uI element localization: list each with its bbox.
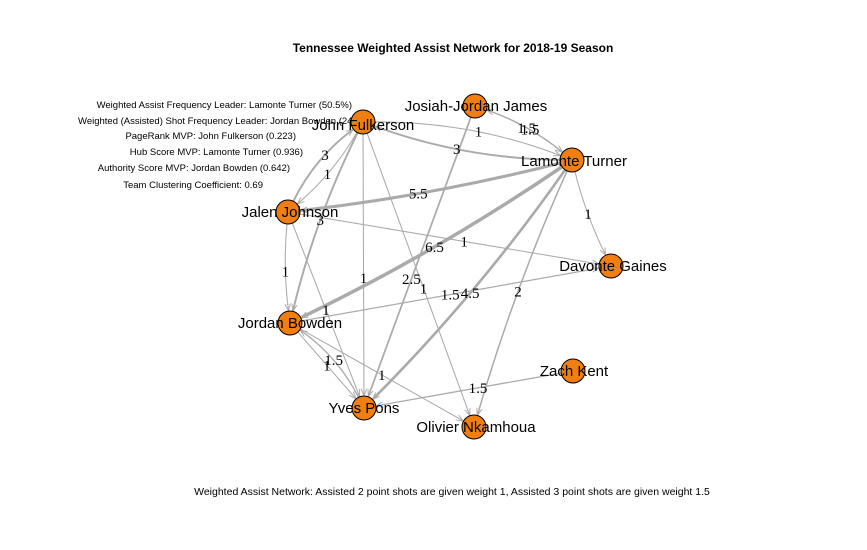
edge-weight-fulkerson-to-pons: 1 (360, 271, 368, 287)
edge-fulkerson-to-nkamhoua (366, 133, 469, 415)
node-label-johnson: Jalen Johnson (242, 204, 339, 221)
node-label-turner: Lamonte Turner (521, 153, 627, 170)
node-josiah (462, 93, 488, 119)
edge-bowden-to-gaines (301, 268, 598, 322)
node-fulkerson (350, 109, 376, 135)
edges-layer (285, 110, 605, 421)
edge-fulkerson-to-pons (363, 133, 364, 395)
edge-pons-to-bowden (301, 330, 360, 398)
node-pons (351, 395, 377, 421)
nodes-layer (275, 93, 624, 440)
edge-weight-bowden-to-pons: 1 (323, 358, 331, 374)
edge-weight-josiah-to-pons: 2.5 (402, 272, 421, 288)
edge-kent-to-pons (377, 372, 562, 406)
edge-weight-johnson-to-bowden: 1 (282, 265, 290, 281)
edge-johnson-to-gaines (299, 213, 598, 264)
stat-assist-leader: Weighted Assist Frequency Leader: Lamont… (97, 100, 352, 111)
node-label-kent: Zach Kent (540, 363, 609, 380)
edge-johnson-to-fulkerson (292, 130, 352, 202)
edge-weight-kent-to-pons: 1.5 (469, 381, 488, 397)
node-kent (560, 358, 586, 384)
edge-weight-johnson-to-pons: 1 (322, 303, 330, 319)
edge-weight-johnson-to-gaines: 1 (460, 234, 468, 250)
node-turner (559, 147, 585, 173)
stat-pagerank: PageRank MVP: John Fulkerson (0.223) (125, 131, 296, 142)
edge-weight-turner-to-josiah: 1.5 (517, 121, 536, 137)
edge-weight-fulkerson-to-nkamhoua: 1 (420, 281, 428, 297)
edge-turner-to-nkamhoua (478, 170, 568, 415)
edge-bowden-to-pons (297, 331, 356, 398)
graph-caption: Weighted Assist Network: Assisted 2 poin… (194, 486, 710, 498)
network-stats: Weighted Assist Frequency Leader: Lamont… (78, 100, 372, 191)
edge-weight-turner-to-nkamhoua: 2 (514, 284, 522, 300)
edge-josiah-to-pons (368, 116, 472, 396)
stat-shot-leader: Weighted (Assisted) Shot Frequency Leade… (78, 116, 372, 127)
edge-weight-fulkerson-to-turner: 1 (475, 125, 483, 141)
graph-title: Tennessee Weighted Assist Network for 20… (293, 41, 614, 55)
edge-josiah-to-turner (486, 109, 562, 152)
edge-fulkerson-to-johnson (298, 132, 358, 203)
node-bowden (277, 310, 303, 336)
edge-bowden-to-nkamhoua (300, 328, 462, 421)
edge-weight-turner-to-bowden: 6.5 (425, 240, 444, 256)
edge-turner-to-gaines (574, 171, 605, 255)
edge-weight-bowden-to-nkamhoua: 1 (378, 368, 386, 384)
node-label-josiah: Josiah-Jordan James (405, 98, 548, 115)
edge-johnson-to-pons (291, 222, 359, 396)
edge-turner-to-pons (373, 169, 567, 399)
edge-fulkerson-to-turner (374, 121, 560, 155)
edge-fulkerson-to-bowden (293, 132, 359, 311)
node-label-fulkerson: John Fulkerson (312, 117, 415, 134)
edge-turner-to-bowden (302, 165, 564, 319)
edge-weight-fulkerson-to-bowden: 3 (317, 213, 325, 229)
edge-turner-to-johnson (301, 161, 561, 211)
stat-authority-score: Authority Score MVP: Jordan Bowden (0.64… (98, 163, 290, 174)
node-nkamhoua (461, 414, 487, 440)
edge-weight-turner-to-johnson: 5.5 (409, 187, 428, 203)
edge-weight-turner-to-gaines: 1 (584, 207, 592, 223)
node-label-gaines: Davonte Gaines (559, 258, 667, 275)
edge-weight-josiah-to-turner: 1.5 (521, 123, 540, 139)
edge-weight-bowden-to-gaines: 1.5 (441, 288, 460, 304)
node-johnson (275, 199, 301, 225)
edge-weight-johnson-to-fulkerson: 3 (321, 148, 329, 164)
edge-turner-to-fulkerson (375, 126, 561, 161)
node-gaines (598, 253, 624, 279)
stat-clustering: Team Clustering Coefficient: 0.69 (123, 180, 263, 191)
node-label-bowden: Jordan Bowden (238, 315, 342, 332)
node-label-pons: Yves Pons (329, 400, 400, 417)
node-label-nkamhoua: Olivier Nkamhoua (416, 419, 536, 436)
stat-hub-score: Hub Score MVP: Lamonte Turner (0.936) (130, 147, 303, 158)
edge-johnson-to-bowden (285, 223, 288, 310)
edge-weight-turner-to-fulkerson: 3 (453, 142, 461, 158)
edge-weight-fulkerson-to-johnson: 1 (324, 167, 332, 183)
edge-weight-pons-to-bowden: 1.5 (324, 353, 343, 369)
edge-weight-turner-to-pons: 4.5 (461, 286, 480, 302)
